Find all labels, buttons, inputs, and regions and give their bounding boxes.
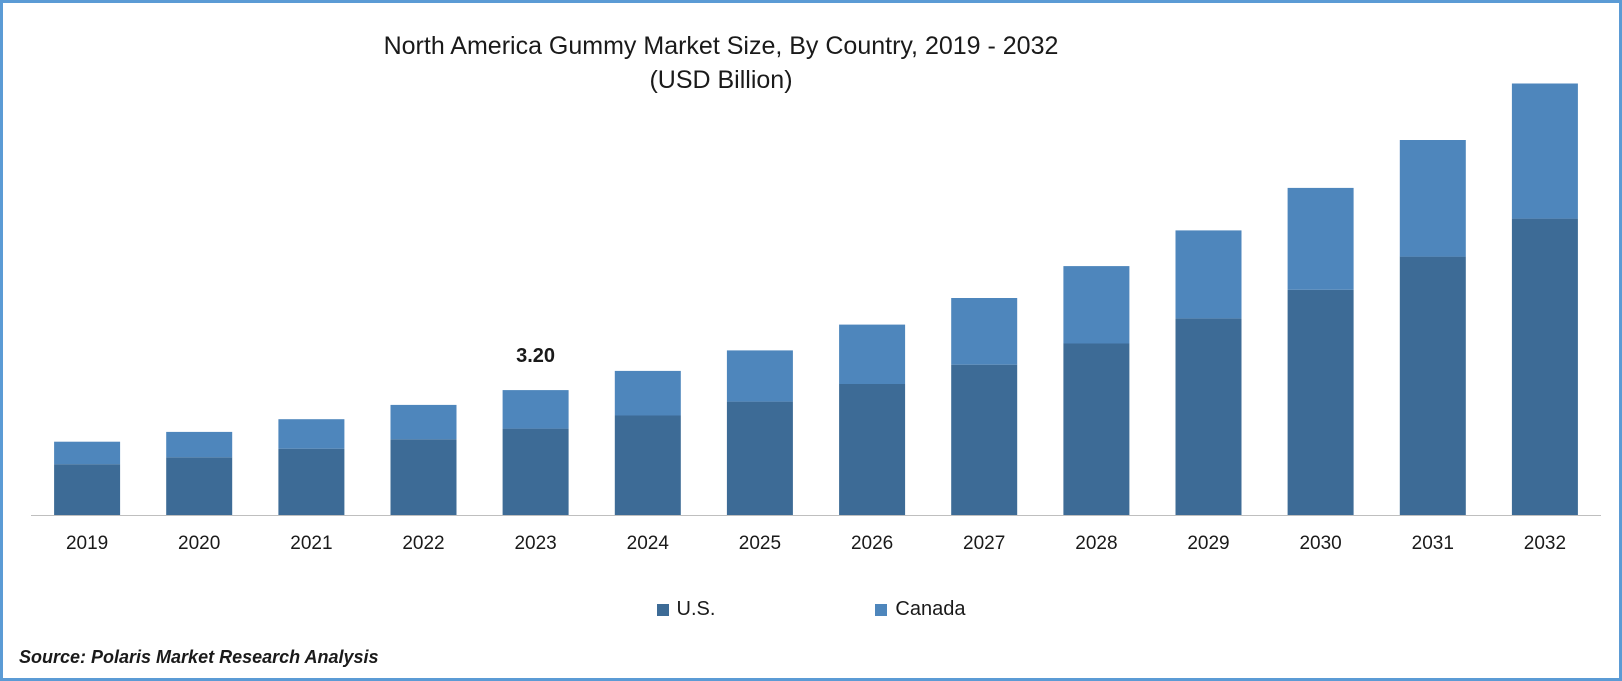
x-tick-label-2021: 2021 — [290, 533, 332, 554]
bar-us-2023 — [502, 428, 569, 515]
bar-canada-2026 — [839, 324, 906, 384]
bar-us-2031 — [1399, 256, 1466, 515]
bar-canada-2022 — [390, 404, 457, 440]
legend-swatch-canada — [875, 603, 888, 616]
bar-us-2026 — [839, 384, 906, 515]
bar-us-2021 — [278, 448, 345, 515]
x-tick-label-2028: 2028 — [1075, 533, 1117, 554]
bar-us-2027 — [951, 364, 1018, 515]
bar-canada-2030 — [1287, 187, 1354, 290]
x-tick-label-2026: 2026 — [851, 533, 893, 554]
x-tick-label-2019: 2019 — [66, 533, 108, 554]
x-tick-label-2029: 2029 — [1187, 533, 1229, 554]
chart-title-block: North America Gummy Market Size, By Coun… — [3, 29, 1439, 97]
bar-canada-2023 — [502, 390, 569, 429]
bar-us-2019 — [54, 464, 121, 515]
bar-us-2025 — [726, 401, 793, 515]
bar-canada-2032 — [1511, 83, 1578, 219]
bar-us-2022 — [390, 439, 457, 515]
bar-us-2032 — [1511, 218, 1578, 515]
bar-us-2020 — [166, 457, 233, 515]
x-tick-label-2024: 2024 — [627, 533, 670, 554]
x-tick-label-2031: 2031 — [1412, 533, 1454, 554]
x-tick-label-2027: 2027 — [963, 533, 1005, 554]
bar-canada-2027 — [951, 298, 1018, 365]
bar-canada-2028 — [1063, 266, 1130, 344]
legend-swatch-us — [656, 603, 669, 616]
bar-canada-2025 — [726, 350, 793, 402]
x-tick-label-2020: 2020 — [178, 533, 220, 554]
legend-label-us: U.S. — [676, 598, 716, 620]
x-tick-label-2023: 2023 — [514, 533, 556, 554]
bar-canada-2031 — [1399, 140, 1466, 257]
bar-us-2029 — [1175, 318, 1242, 515]
data-label-2023: 3.20 — [516, 345, 555, 367]
legend: U.S. Canada — [3, 598, 1619, 621]
bar-canada-2019 — [54, 441, 121, 465]
bar-canada-2024 — [614, 370, 681, 416]
legend-label-canada: Canada — [895, 598, 966, 620]
legend-item-us: U.S. — [656, 598, 716, 621]
x-tick-label-2030: 2030 — [1299, 533, 1341, 554]
x-tick-label-2032: 2032 — [1524, 533, 1566, 554]
bar-us-2028 — [1063, 343, 1130, 515]
legend-item-canada: Canada — [875, 598, 965, 621]
bar-canada-2020 — [166, 431, 233, 458]
chart-subtitle: (USD Billion) — [649, 66, 793, 94]
bar-canada-2029 — [1175, 230, 1242, 319]
chart-title: North America Gummy Market Size, By Coun… — [383, 32, 1059, 60]
bar-canada-2021 — [278, 419, 345, 449]
chart-plot: 2019 2020 2021 2022 2023 3.20 2024 2025 2026 2027… — [31, 83, 1601, 554]
x-tick-label-2022: 2022 — [402, 533, 444, 554]
source-note: Source: Polaris Market Research Analysis — [19, 647, 379, 667]
bar-us-2024 — [614, 415, 681, 515]
x-tick-label-2025: 2025 — [739, 533, 781, 554]
bar-us-2030 — [1287, 289, 1354, 515]
